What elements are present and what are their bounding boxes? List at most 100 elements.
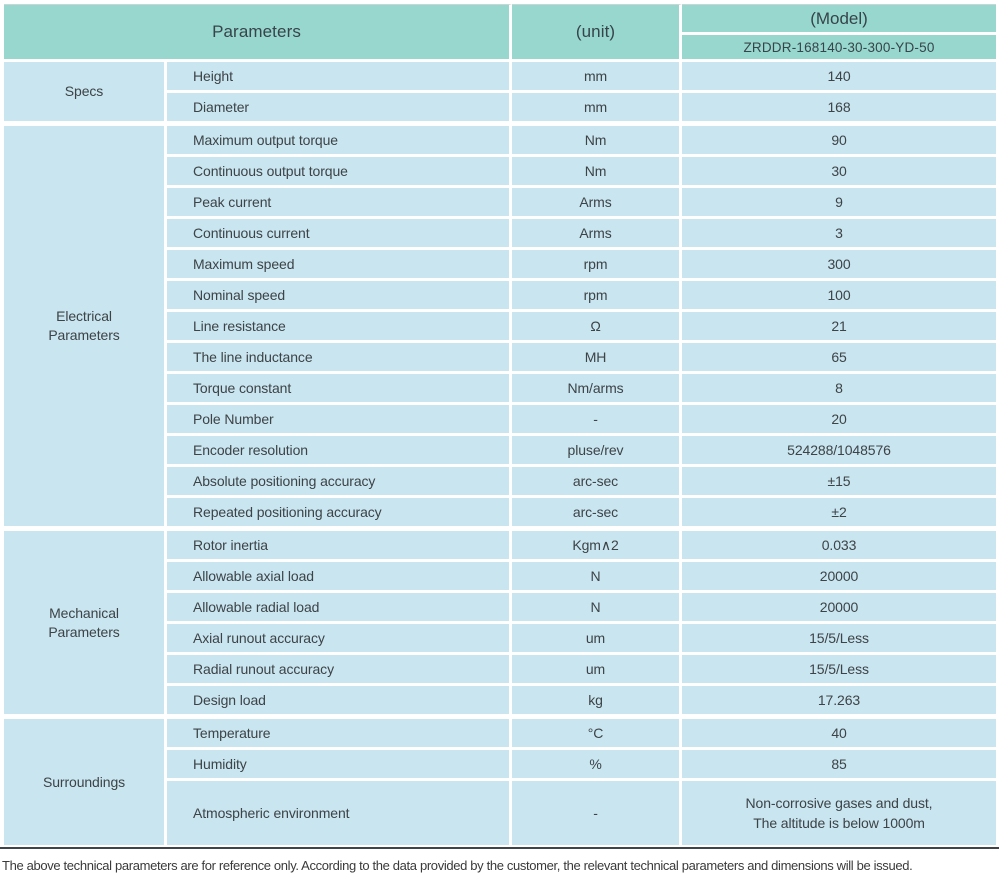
table-row: Specs Height mm 140 [4, 62, 996, 126]
param-cell: Allowable axial load [167, 562, 512, 593]
table-body: Specs Height mm 140 Diameter mm 168 Electrical … [4, 62, 996, 847]
value-cell: 40 [682, 719, 996, 750]
value-cell: 85 [682, 750, 996, 781]
param-cell: Maximum speed [167, 250, 512, 281]
param-cell: Nominal speed [167, 281, 512, 312]
param-cell: Torque constant [167, 374, 512, 405]
value-cell: 0.033 [682, 531, 996, 562]
value-cell: ±2 [682, 498, 996, 531]
unit-cell: rpm [512, 250, 682, 281]
table-row: Electrical Parameters Maximum output torq… [4, 126, 996, 531]
value-cell: Non-corrosive gases and dust, The altitu… [682, 781, 996, 847]
param-cell: The line inductance [167, 343, 512, 374]
value-cell: 30 [682, 157, 996, 188]
table-row: Pole Number -20 [4, 405, 996, 436]
value-cell: 8 [682, 374, 996, 405]
group-label: Electrical Parameters [48, 308, 120, 343]
header-row-1: Parameters (unit) (Model) [4, 4, 996, 62]
group-label-cell: Electrical Parameters [4, 126, 167, 531]
table-bottom-rule [0, 847, 999, 849]
value-cell: 65 [682, 343, 996, 374]
value-cell: 21 [682, 312, 996, 343]
unit-cell: - [512, 405, 682, 436]
unit-cell: Arms [512, 219, 682, 250]
model-number: ZRDDR-168140-30-300-YD-50 [682, 35, 996, 62]
table-row: Humidity% 85 [4, 750, 996, 781]
table-row: Allowable radial load N 20000 [4, 593, 996, 624]
unit-cell: N [512, 562, 682, 593]
table-row: Continuous output torque Nm 30 [4, 157, 996, 188]
group-label: Specs [64, 83, 104, 100]
param-cell: Design load [167, 686, 512, 719]
table-row: Absolute positioning accuracy arc-sec ±15 [4, 467, 996, 498]
param-cell: Line resistance [167, 312, 512, 343]
table-row: Radial runout accuracy um 15/5/Less [4, 655, 996, 686]
unit-cell: Kgm∧2 [512, 531, 682, 562]
param-cell: Height [167, 62, 512, 93]
param-cell: Absolute positioning accuracy [167, 467, 512, 498]
table-row: Design load kg 17.263 [4, 686, 996, 719]
param-cell: Radial runout accuracy [167, 655, 512, 686]
footnote: The above technical parameters are for r… [2, 858, 913, 873]
group-label-cell: Surroundings [4, 719, 167, 847]
group-label: Mechanical Parameters [48, 604, 120, 640]
value-cell: 20000 [682, 562, 996, 593]
value-cell: 3 [682, 219, 996, 250]
unit-cell: Nm [512, 157, 682, 188]
table-row: Surroundings Temperature °C 40 [4, 719, 996, 847]
table-header: Parameters (unit) (Model) ZRDDR-168140-3… [4, 4, 996, 62]
param-cell: Diameter [167, 93, 512, 126]
table-row: Mechanical Parameters Rotor inertia Kgm∧2 0… [4, 531, 996, 719]
value-cell: 300 [682, 250, 996, 281]
value-cell: 168 [682, 93, 996, 126]
table-row: Atmospheric environment - Non-corrosive ga… [4, 781, 996, 847]
value-cell: 140 [682, 62, 996, 93]
value-cell: 20000 [682, 593, 996, 624]
unit-cell: Arms [512, 188, 682, 219]
table-row: Diameter mm 168 [4, 93, 996, 126]
unit-cell: Ω [512, 312, 682, 343]
table-row: Line resistance Ω 21 [4, 312, 996, 343]
value-cell: 524288/1048576 [682, 436, 996, 467]
param-cell: Humidity [167, 750, 512, 781]
spec-table: Parameters (unit) (Model) ZRDDR-168140-3… [4, 4, 996, 847]
group-label-cell: Specs [4, 62, 167, 126]
param-cell: Pole Number [167, 405, 512, 436]
unit-cell: um [512, 655, 682, 686]
table-row: Encoder resolution pluse/rev 524288/104857… [4, 436, 996, 467]
group-label-cell: Mechanical Parameters [4, 531, 167, 719]
param-cell: Continuous output torque [167, 157, 512, 188]
parameters-header: Parameters [4, 4, 512, 62]
value-cell: ±15 [682, 467, 996, 498]
table-row: Torque constant Nm/arms 8 [4, 374, 996, 405]
unit-cell: MH [512, 343, 682, 374]
unit-cell: °C [512, 719, 682, 750]
unit-cell: kg [512, 686, 682, 719]
value-cell: 15/5/Less [682, 624, 996, 655]
header-row-2: ZRDDR-168140-30-300-YD-50 [4, 35, 996, 62]
unit-header: (unit) [512, 4, 682, 62]
param-cell: Continuous current [167, 219, 512, 250]
param-cell: Atmospheric environment [167, 781, 512, 847]
param-cell: Axial runout accuracy [167, 624, 512, 655]
unit-cell: mm [512, 93, 682, 126]
param-cell: Repeated positioning accuracy [167, 498, 512, 531]
model-header: (Model) [682, 4, 996, 35]
param-cell: Maximum output torque [167, 126, 512, 157]
unit-cell: rpm [512, 281, 682, 312]
unit-cell: - [512, 781, 682, 847]
param-cell: Allowable radial load [167, 593, 512, 624]
table-row: Continuous current Arms 3 [4, 219, 996, 250]
value-cell: 100 [682, 281, 996, 312]
group-label: Surroundings [42, 773, 126, 790]
param-cell: Temperature [167, 719, 512, 750]
table-row: Allowable axial load N 20000 [4, 562, 996, 593]
unit-cell: arc-sec [512, 498, 682, 531]
param-cell: Rotor inertia [167, 531, 512, 562]
table-row: Maximum speed rpm 300 [4, 250, 996, 281]
table-row: Nominal speed rpm 100 [4, 281, 996, 312]
value-cell: 17.263 [682, 686, 996, 719]
table-row: Peak current Arms 9 [4, 188, 996, 219]
unit-cell: % [512, 750, 682, 781]
